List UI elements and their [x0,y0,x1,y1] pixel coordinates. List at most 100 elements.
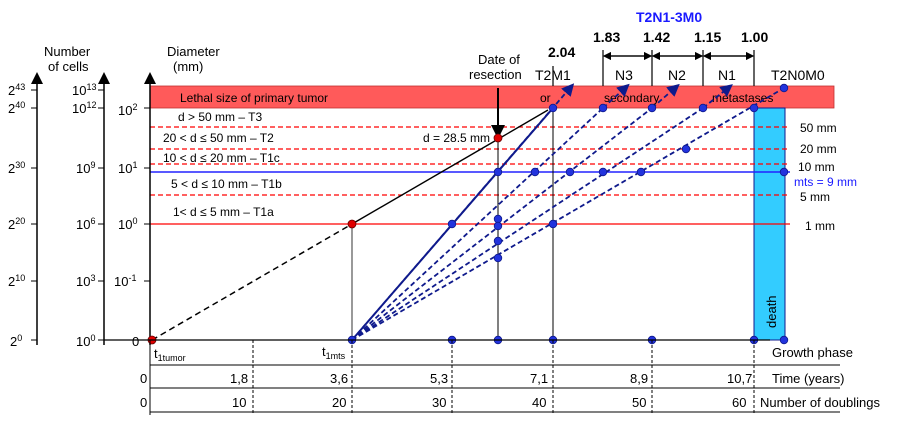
mts-line-n1-ext [702,84,733,109]
p2-label-30: 230 [8,160,25,176]
p10-label-3: 103 [76,273,95,289]
time-6: 10,7 [727,371,752,386]
point-mts-a1 [447,219,457,229]
diameter-axis-title: Diameter (mm) [167,44,223,74]
stage-name-t2m1: T2M1 [535,67,571,83]
point-mts-c1 [565,167,575,177]
right-size-20mm: 20 mm [800,142,837,156]
class-t3: d > 50 mm – T3 [178,110,262,124]
lethal-band-label: Lethal size of primary tumor [180,91,328,105]
point-mts-b1 [530,167,540,177]
doubling-values: 0 10 20 30 40 50 60 [140,395,746,410]
stage-value-n1: 1.15 [694,29,721,45]
point-mts-a2 [493,167,503,177]
doubling-5: 50 [632,395,646,410]
powers10-tick-labels: 1013 1012 109 106 103 100 [72,82,96,349]
origin-t1mts: t1mts [322,344,346,361]
mts-line-b-ext [602,83,630,109]
p2-label-0: 20 [10,333,22,349]
time-0: 0 [140,371,147,386]
time-2: 3,6 [330,371,348,386]
right-size-mts: mts = 9 mm [794,175,857,189]
point-mts-d1 [681,144,691,154]
point-mts-a3 [493,214,503,224]
origin-t1tumor: t1tumor [154,346,186,363]
bottom-rows [149,340,840,415]
doubling-4: 40 [532,395,546,410]
class-t1a: 1< d ≤ 5 mm – T1a [173,205,274,219]
stage-value-t2m1: 2.04 [548,44,575,60]
diam-label-100: 102 [118,102,137,118]
doubling-6: 60 [732,395,746,410]
mts-line-n1 [351,107,704,341]
time-3: 5,3 [430,371,448,386]
stage-name-n3: N3 [615,67,633,83]
p10-label-13: 1013 [72,82,96,98]
point-n1-top [647,103,657,113]
mts-line-n0 [351,87,785,341]
doublings-label: Number of doublings [760,395,880,410]
point-mts-a5 [493,236,503,246]
mts-line-n2 [351,107,653,341]
point-death-top [749,103,759,113]
point-mts-c3 [636,167,646,177]
stage-value-n3: 1.83 [593,29,620,45]
doubling-0: 0 [140,395,147,410]
time-values: 0 1,8 3,6 5,3 7,1 8,9 10,7 [140,371,752,386]
point-n2-top [598,103,608,113]
d-annotation: d = 28.5 mm [423,131,490,145]
metastasis-lines [351,83,785,341]
time-1: 1,8 [230,371,248,386]
diam-label-10: 101 [118,160,137,176]
primary-tumor-solid [351,137,501,225]
diam-label-1: 100 [118,216,137,232]
p10-label-12: 1012 [72,100,96,116]
doubling-3: 30 [432,395,446,410]
size-threshold-lines [150,126,790,196]
stage-name-n2: N2 [668,67,686,83]
diam-label-0-1: 10-1 [114,273,136,289]
diameter-tick-labels: 102 101 100 10-1 0 [114,102,139,349]
p10-label-0: 100 [76,333,95,349]
point-resection [493,133,503,143]
stage-brackets [552,50,755,86]
right-size-5mm: 5 mm [800,190,830,204]
right-size-50mm: 50 mm [800,121,837,135]
class-t1b: 5 < d ≤ 10 mm – T1b [171,177,282,191]
stage-value-n0: 1.00 [741,29,768,45]
p2-label-40: 240 [8,100,25,116]
stage-group-label: T2N1-3M0 [636,9,702,25]
powers2-tick-labels: 243 240 230 220 210 20 [8,82,25,349]
mts-line-b [351,107,604,341]
class-t2: 20 < d ≤ 50 mm – T2 [163,131,274,145]
diameter-ticks [144,107,150,282]
stage-name-n1: N1 [718,67,736,83]
powers10-ticks [98,89,104,341]
resection-label: Date of resection [469,52,524,82]
point-mts-c2 [598,167,608,177]
point-death-far [779,83,789,93]
primary-tumor-solid-2 [499,109,549,139]
right-size-10mm: 10 mm [798,160,835,174]
p2-label-10: 210 [8,273,25,289]
class-t1c: 10 < d ≤ 20 mm – T1c [163,151,280,165]
point-n0-top [698,103,708,113]
cells-axis-title: Number of cells [44,44,94,74]
point-mts-a6 [493,253,503,263]
right-size-1mm: 1 mm [805,219,835,233]
point-mts-d2 [779,167,789,177]
point-mts-b2 [548,219,558,229]
time-5: 8,9 [630,371,648,386]
lethal-band-metastases: metastases [712,91,773,105]
lethal-band-or: or [540,91,551,105]
growth-phase-label: Growth phase [772,345,853,360]
point-axis-6 [779,335,789,345]
p2-label-20: 220 [8,216,25,232]
time-label: Time (years) [772,371,844,386]
p10-label-6: 106 [76,216,95,232]
time-4: 7,1 [530,371,548,386]
primary-tumor-dashed [151,223,353,341]
p2-label-43: 243 [8,82,25,98]
diam-label-zero: 0 [132,334,139,349]
